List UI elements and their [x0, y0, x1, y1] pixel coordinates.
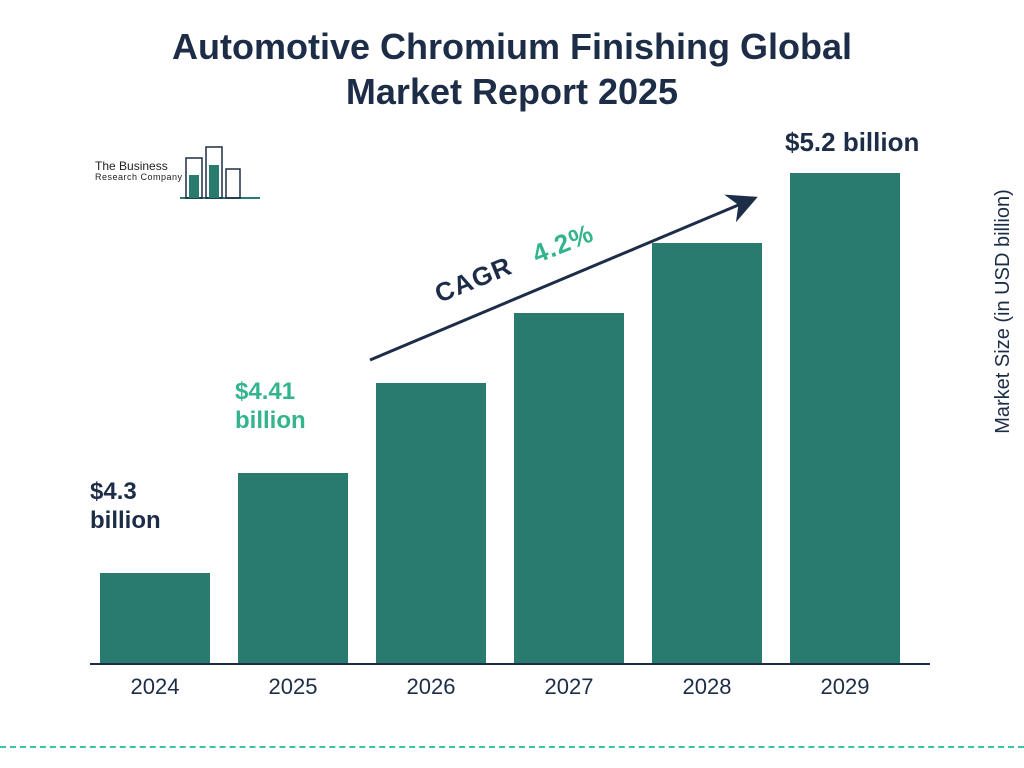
- footer-dashed-line: [0, 746, 1024, 748]
- bar-2025: [238, 473, 348, 663]
- value-label-1: $4.41billion: [235, 378, 306, 436]
- xlabel-2027: 2027: [509, 674, 629, 700]
- xlabel-2024: 2024: [95, 674, 215, 700]
- bar-2029: [790, 173, 900, 663]
- title-line-2: Market Report 2025: [346, 71, 678, 112]
- y-axis-label: Market Size (in USD billion): [993, 189, 1016, 434]
- chart-container: Automotive Chromium Finishing Global Mar…: [0, 0, 1024, 768]
- bar-chart: 202420252026202720282029: [90, 155, 930, 665]
- chart-title: Automotive Chromium Finishing Global Mar…: [0, 24, 1024, 114]
- xlabel-2026: 2026: [371, 674, 491, 700]
- x-axis-line: [90, 663, 930, 665]
- bar-2026: [376, 383, 486, 663]
- bar-2024: [100, 573, 210, 663]
- xlabel-2025: 2025: [233, 674, 353, 700]
- bar-2027: [514, 313, 624, 663]
- bar-2028: [652, 243, 762, 663]
- xlabel-2029: 2029: [785, 674, 905, 700]
- title-line-1: Automotive Chromium Finishing Global: [172, 26, 852, 67]
- xlabel-2028: 2028: [647, 674, 767, 700]
- value-label-0: $4.3billion: [90, 478, 161, 536]
- value-label-2: $5.2 billion: [785, 127, 919, 158]
